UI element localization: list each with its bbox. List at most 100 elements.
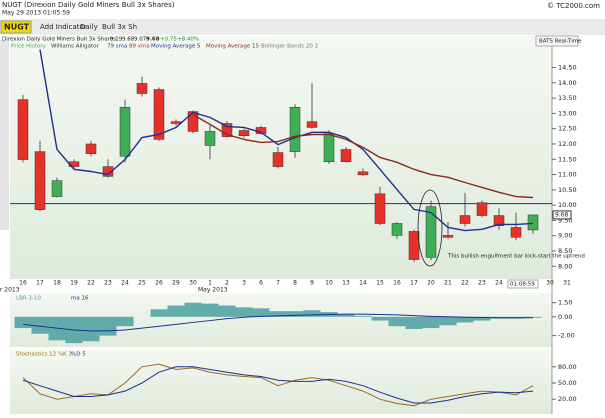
histogram-bar — [286, 311, 304, 317]
last-price-box — [552, 210, 572, 220]
time-box — [507, 279, 539, 289]
y-tick-label: 10.50 — [558, 186, 577, 194]
side-tabs[interactable] — [0, 40, 9, 230]
x-tick-label: 29 — [172, 280, 180, 287]
histogram-bar — [116, 316, 134, 327]
y-tick-label: 14.50 — [558, 64, 577, 72]
y-tick-label: 8.50 — [558, 247, 572, 255]
candle-body — [527, 214, 539, 231]
x-tick-label: 18 — [53, 280, 61, 287]
histogram-bar — [422, 316, 440, 329]
legend-entry: Price History — [11, 44, 46, 50]
candle-body — [136, 83, 148, 94]
histogram-bar — [388, 316, 406, 327]
legend-entry: LBR 3-10 — [16, 296, 41, 302]
symbol-box[interactable] — [0, 20, 32, 34]
histogram-bar — [371, 316, 389, 321]
y-tick-label: -2.00 — [558, 332, 575, 340]
plot-area — [10, 49, 552, 267]
candle-body — [493, 215, 505, 226]
y-tick-label: 13.00 — [558, 109, 577, 117]
candle-body — [306, 121, 318, 128]
y-tick-label: 10.00 — [558, 201, 577, 209]
month-label: May 2013 — [198, 287, 228, 294]
y-tick-label: 13.50 — [558, 94, 577, 102]
histogram-bar — [99, 316, 117, 336]
y-tick-label: 14.00 — [558, 79, 577, 87]
quote-open: 9.19 — [110, 37, 123, 43]
candle-body — [425, 206, 437, 258]
x-tick-label: 19 — [70, 280, 78, 287]
y-tick-label: 20.00 — [558, 395, 577, 403]
month-label: Apr 2013 — [0, 287, 20, 294]
histogram-bar — [252, 308, 270, 317]
x-tick-label: 21 — [444, 280, 452, 287]
candle-body — [51, 180, 63, 197]
legend-entry: 89 xma — [129, 44, 150, 50]
y-tick-label: 12.50 — [558, 125, 577, 133]
legend-entry: ma 16 — [71, 296, 89, 302]
histogram-bar — [354, 315, 372, 317]
candle-body — [119, 107, 131, 157]
legend-entry: Williams Alligator — [51, 44, 100, 50]
series-line — [39, 49, 534, 232]
candle-body — [153, 89, 165, 140]
x-tick-label: 17 — [410, 280, 418, 287]
candle-body — [289, 107, 301, 152]
symbol[interactable]: NUGT — [4, 23, 30, 32]
y-tick-label: 50.00 — [558, 379, 577, 387]
candle-body — [476, 202, 488, 216]
x-tick-label: 22 — [87, 280, 95, 287]
x-tick-label: 25 — [138, 280, 146, 287]
quote-high: 9.68 — [122, 37, 135, 43]
series-line — [22, 366, 534, 404]
timestamp: May 29 2013 01:05:59 — [2, 10, 70, 17]
x-tick-label: 14 — [359, 280, 367, 287]
y-tick-label: 11.00 — [558, 171, 577, 179]
stoch-panel — [10, 350, 552, 414]
series-line — [192, 114, 534, 199]
candle-body — [408, 231, 420, 260]
candle-body — [221, 123, 233, 137]
x-tick-label: 6 — [259, 280, 263, 287]
feed-box — [535, 35, 579, 47]
histogram-bar — [439, 316, 457, 326]
period[interactable]: Daily — [80, 23, 98, 31]
x-tick-label: 15 — [376, 280, 384, 287]
feed: BATS Real-Time — [539, 39, 582, 45]
histogram-bar — [269, 311, 287, 317]
histogram-bar — [201, 303, 219, 317]
candle-body — [442, 235, 454, 238]
legend-entry: Bollinger Bands 20 2 — [261, 44, 318, 50]
candle-body — [102, 166, 114, 177]
histogram-bar — [456, 316, 474, 323]
histogram-bar — [150, 309, 168, 317]
x-tick-label: 23 — [104, 280, 112, 287]
candle-body — [187, 111, 199, 132]
candle-body — [272, 152, 284, 167]
x-tick-label: 1 — [208, 280, 212, 287]
candle-body — [357, 171, 369, 176]
candle-body — [238, 130, 250, 136]
x-tick-label: 20 — [427, 280, 435, 287]
legend-entry: Stochastics 12 %K 3 — [16, 352, 72, 358]
x-tick-label: 17 — [36, 280, 44, 287]
y-tick-label: 9.00 — [558, 232, 572, 240]
candle-body — [391, 223, 403, 236]
y-tick-label: 80.00 — [558, 363, 577, 371]
annotation: This bullish engulfment bar kick-start t… — [447, 254, 585, 260]
histogram-bar — [82, 316, 100, 342]
quote-change-pct: +8.40% — [177, 37, 199, 43]
candle-body — [17, 99, 29, 160]
add-indicator[interactable]: Add Indicator — [40, 23, 87, 31]
x-tick-label: 22 — [461, 280, 469, 287]
candle-body — [510, 227, 522, 238]
y-tick-label: 12.00 — [558, 140, 577, 148]
candle-body — [34, 151, 46, 210]
quote-low: 9.07 — [134, 37, 147, 43]
highlight-ellipse — [417, 189, 443, 267]
last-price: 9.68 — [555, 211, 569, 218]
x-tick-label: 3 — [242, 280, 246, 287]
name-short[interactable]: Bull 3x Sh — [102, 23, 137, 31]
symbol-title: NUGT (Direxion Daily Gold Miners Bull 3x… — [2, 1, 175, 9]
